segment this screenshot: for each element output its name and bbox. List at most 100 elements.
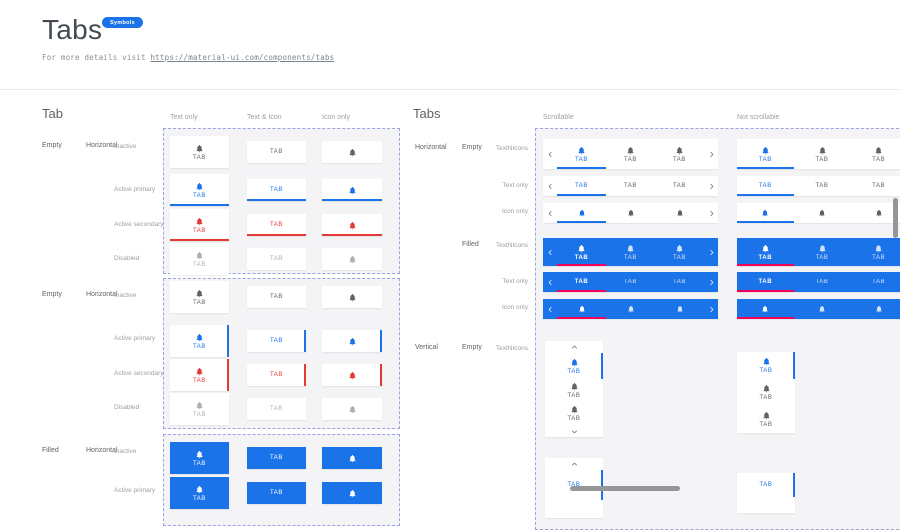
tab-card[interactable]: TAB xyxy=(247,248,306,270)
tab-card[interactable]: TAB xyxy=(170,136,229,168)
tab-item[interactable]: TAB xyxy=(794,272,851,292)
tab-card[interactable]: TAB xyxy=(170,393,229,425)
scroll-right-button[interactable] xyxy=(704,139,718,169)
tab-item[interactable]: TAB xyxy=(737,238,794,266)
tab-card[interactable]: TAB xyxy=(247,364,306,386)
tab-item[interactable]: TAB xyxy=(737,406,795,433)
tab-card[interactable]: TAB xyxy=(170,442,229,474)
tab-item[interactable] xyxy=(655,299,704,319)
tab-item[interactable]: TAB xyxy=(737,176,794,196)
tab-item[interactable]: TAB xyxy=(545,353,603,379)
tab-card[interactable] xyxy=(322,398,382,420)
tab-card[interactable] xyxy=(322,248,382,270)
tab-item[interactable]: TAB xyxy=(606,238,655,266)
tab-card[interactable]: TAB xyxy=(170,174,229,206)
tab-card[interactable]: TAB xyxy=(170,281,229,313)
tab-item[interactable]: TAB xyxy=(557,272,606,292)
active-indicator xyxy=(322,199,382,201)
tab-item[interactable] xyxy=(794,203,851,223)
tab-item[interactable]: TAB xyxy=(794,238,851,266)
tab-item[interactable]: TAB xyxy=(655,238,704,266)
scroll-up-button[interactable] xyxy=(545,458,603,470)
tab-item[interactable] xyxy=(794,299,851,319)
tab-item[interactable] xyxy=(557,299,606,319)
tab-card[interactable] xyxy=(322,179,382,201)
tab-item[interactable]: TAB xyxy=(850,139,900,169)
scroll-right-button[interactable] xyxy=(704,176,718,196)
tab-item[interactable]: TAB xyxy=(545,402,603,425)
tab-item[interactable] xyxy=(737,203,794,223)
tab-card[interactable]: TAB xyxy=(247,286,306,308)
tab-item[interactable]: TAB xyxy=(655,176,704,196)
scroll-up-button[interactable] xyxy=(545,341,603,353)
scroll-right-button[interactable] xyxy=(704,272,718,292)
bell-icon xyxy=(676,305,684,313)
tab-item[interactable]: TAB xyxy=(737,379,795,406)
tab-card[interactable]: TAB xyxy=(170,477,229,509)
tab-item[interactable] xyxy=(850,299,900,319)
scroll-right-button[interactable] xyxy=(704,299,718,319)
tab-item[interactable]: TAB xyxy=(737,139,794,169)
tab-card[interactable] xyxy=(322,141,382,163)
tab-card[interactable]: TAB xyxy=(247,141,306,163)
tab-card[interactable]: TAB xyxy=(170,325,229,357)
tab-item[interactable]: TAB xyxy=(794,176,851,196)
scroll-right-button[interactable] xyxy=(704,238,718,266)
active-indicator xyxy=(227,359,229,391)
tab-item[interactable]: TAB xyxy=(850,272,900,292)
tab-item[interactable]: TAB xyxy=(545,379,603,402)
tab-item[interactable] xyxy=(737,299,794,319)
tab-card[interactable]: TAB xyxy=(170,359,229,391)
tab-item[interactable]: TAB xyxy=(794,139,851,169)
tab-item[interactable]: TAB xyxy=(737,272,794,292)
docs-link[interactable]: https://material-ui.com/components/tabs xyxy=(150,53,335,62)
tab-card[interactable] xyxy=(322,214,382,236)
tab-label: TAB xyxy=(567,482,581,488)
tab-card[interactable]: TAB xyxy=(247,447,306,469)
tab-item[interactable]: TAB xyxy=(557,139,606,169)
tab-card[interactable]: TAB xyxy=(170,243,229,275)
tab-item[interactable]: TAB xyxy=(737,352,795,379)
scroll-right-button[interactable] xyxy=(704,203,718,223)
tab-card[interactable]: TAB xyxy=(170,209,229,241)
scroll-left-button[interactable] xyxy=(543,176,557,196)
tab-item[interactable]: TAB xyxy=(606,176,655,196)
scroll-left-button[interactable] xyxy=(543,139,557,169)
tab-item[interactable]: TAB xyxy=(545,470,603,500)
tab-item[interactable]: TAB xyxy=(655,272,704,292)
horizontal-scrollbar-thumb[interactable] xyxy=(570,486,680,491)
tab-item[interactable]: TAB xyxy=(606,139,655,169)
group-orientation-label: Vertical xyxy=(415,344,438,351)
tab-item[interactable] xyxy=(606,299,655,319)
tab-card[interactable] xyxy=(322,364,382,386)
tab-label: TAB xyxy=(759,482,773,488)
vertical-scrollbar-thumb[interactable] xyxy=(893,198,898,238)
tab-card[interactable]: TAB xyxy=(247,179,306,201)
tab-item[interactable]: TAB xyxy=(850,176,900,196)
tab-item[interactable]: TAB xyxy=(850,238,900,266)
scroll-left-button[interactable] xyxy=(543,203,557,223)
tab-card[interactable] xyxy=(322,330,382,352)
tab-card[interactable]: TAB xyxy=(247,214,306,236)
scroll-left-button[interactable] xyxy=(543,238,557,266)
tab-item[interactable]: TAB xyxy=(606,272,655,292)
tab-card[interactable] xyxy=(322,447,382,469)
tabs-bar: TAB TAB TAB xyxy=(543,176,718,196)
tab-card[interactable]: TAB xyxy=(247,330,306,352)
tab-card[interactable]: TAB xyxy=(247,398,306,420)
scroll-left-button[interactable] xyxy=(543,299,557,319)
tab-item[interactable]: TAB xyxy=(737,473,795,497)
tab-item[interactable]: TAB xyxy=(557,176,606,196)
tab-card[interactable] xyxy=(322,286,382,308)
scroll-left-button[interactable] xyxy=(543,272,557,292)
tab-card[interactable] xyxy=(322,482,382,504)
tab-item[interactable] xyxy=(606,203,655,223)
tab-item[interactable]: TAB xyxy=(557,238,606,266)
tab-item[interactable] xyxy=(557,203,606,223)
tab-item[interactable] xyxy=(655,203,704,223)
tab-card[interactable]: TAB xyxy=(247,482,306,504)
tab-label: TAB xyxy=(758,156,772,163)
state-label: Active primary xyxy=(114,487,156,494)
tab-item[interactable]: TAB xyxy=(655,139,704,169)
scroll-down-button[interactable] xyxy=(545,425,603,437)
